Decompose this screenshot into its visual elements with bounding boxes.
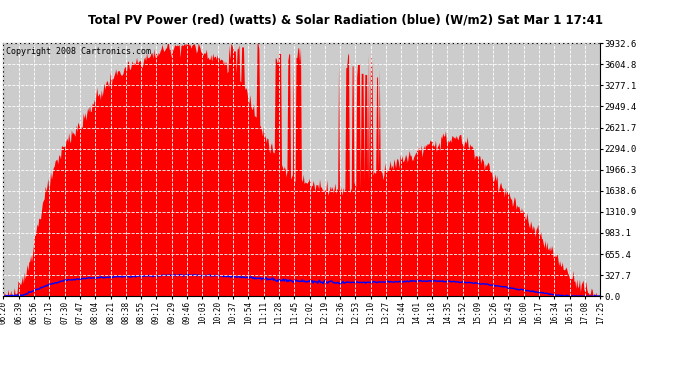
Text: Total PV Power (red) (watts) & Solar Radiation (blue) (W/m2) Sat Mar 1 17:41: Total PV Power (red) (watts) & Solar Rad… bbox=[88, 13, 602, 26]
Text: Copyright 2008 Cartronics.com: Copyright 2008 Cartronics.com bbox=[6, 47, 151, 56]
